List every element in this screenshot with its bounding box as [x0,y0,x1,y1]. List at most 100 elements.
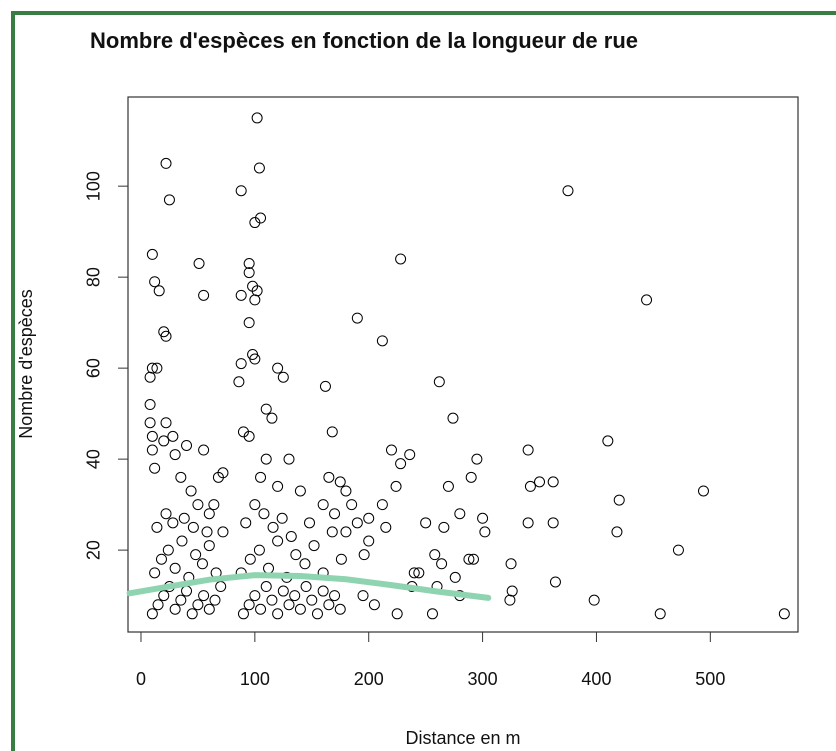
point [285,530,297,542]
point [294,485,306,497]
point [235,358,247,370]
point [240,517,252,529]
point [319,380,331,392]
point [562,185,574,197]
point [504,594,516,606]
y-tick-label: 80 [84,267,104,287]
point [233,376,245,388]
point [547,476,559,488]
point [479,526,491,538]
point [244,553,256,565]
point [187,521,199,533]
point [277,585,289,597]
point [522,517,534,529]
point [611,526,623,538]
point [391,608,403,620]
point [429,549,441,561]
point [255,603,267,615]
point [613,494,625,506]
point [289,590,301,602]
point [144,399,156,411]
point [283,453,295,465]
point [358,549,370,561]
point [181,585,193,597]
point [641,294,653,306]
point [329,508,341,520]
point [190,549,202,561]
point [155,553,167,565]
point [272,535,284,547]
point [146,430,158,442]
point [404,449,416,461]
point [249,294,261,306]
point [153,285,165,297]
x-tick-label: 100 [240,669,270,689]
x-tick-label: 200 [354,669,384,689]
point [547,517,559,529]
point [602,435,614,447]
point [160,417,172,429]
point [247,348,259,360]
point [260,453,272,465]
point [323,599,335,611]
point [201,526,213,538]
y-axis-label: Nombre d'espèces [16,289,36,439]
point [162,544,174,556]
point [326,426,338,438]
point [368,599,380,611]
point [471,453,483,465]
point [181,439,193,451]
point [266,594,278,606]
point [299,558,311,570]
point [249,590,261,602]
point [144,371,156,383]
point [357,590,369,602]
point [390,480,402,492]
point [549,576,561,588]
y-tick-label: 100 [84,171,104,201]
point [209,594,221,606]
point [149,462,161,474]
point [144,417,156,429]
point [449,571,461,583]
point [304,517,316,529]
point [249,499,261,511]
point [506,585,518,597]
point [251,112,263,124]
point [198,444,210,456]
point [340,485,352,497]
point [169,562,181,574]
point [385,444,397,456]
point [152,599,164,611]
point [198,590,210,602]
point [294,603,306,615]
point [308,540,320,552]
point [253,162,265,174]
point [146,444,158,456]
point [454,508,466,520]
point [215,581,227,593]
frame [11,11,836,751]
point [146,248,158,260]
point [151,521,163,533]
point [272,362,284,374]
point [276,512,288,524]
point [505,558,517,570]
point [158,435,170,447]
point [163,194,175,206]
point [198,289,210,301]
point [160,157,172,169]
point [395,253,407,265]
point [376,499,388,511]
x-axis-label: Distance en m [405,728,520,748]
point [243,430,255,442]
point [263,562,275,574]
point [534,476,546,488]
point [255,212,267,224]
point [193,258,205,270]
point [203,508,215,520]
point [326,526,338,538]
point [175,594,187,606]
point [160,508,172,520]
